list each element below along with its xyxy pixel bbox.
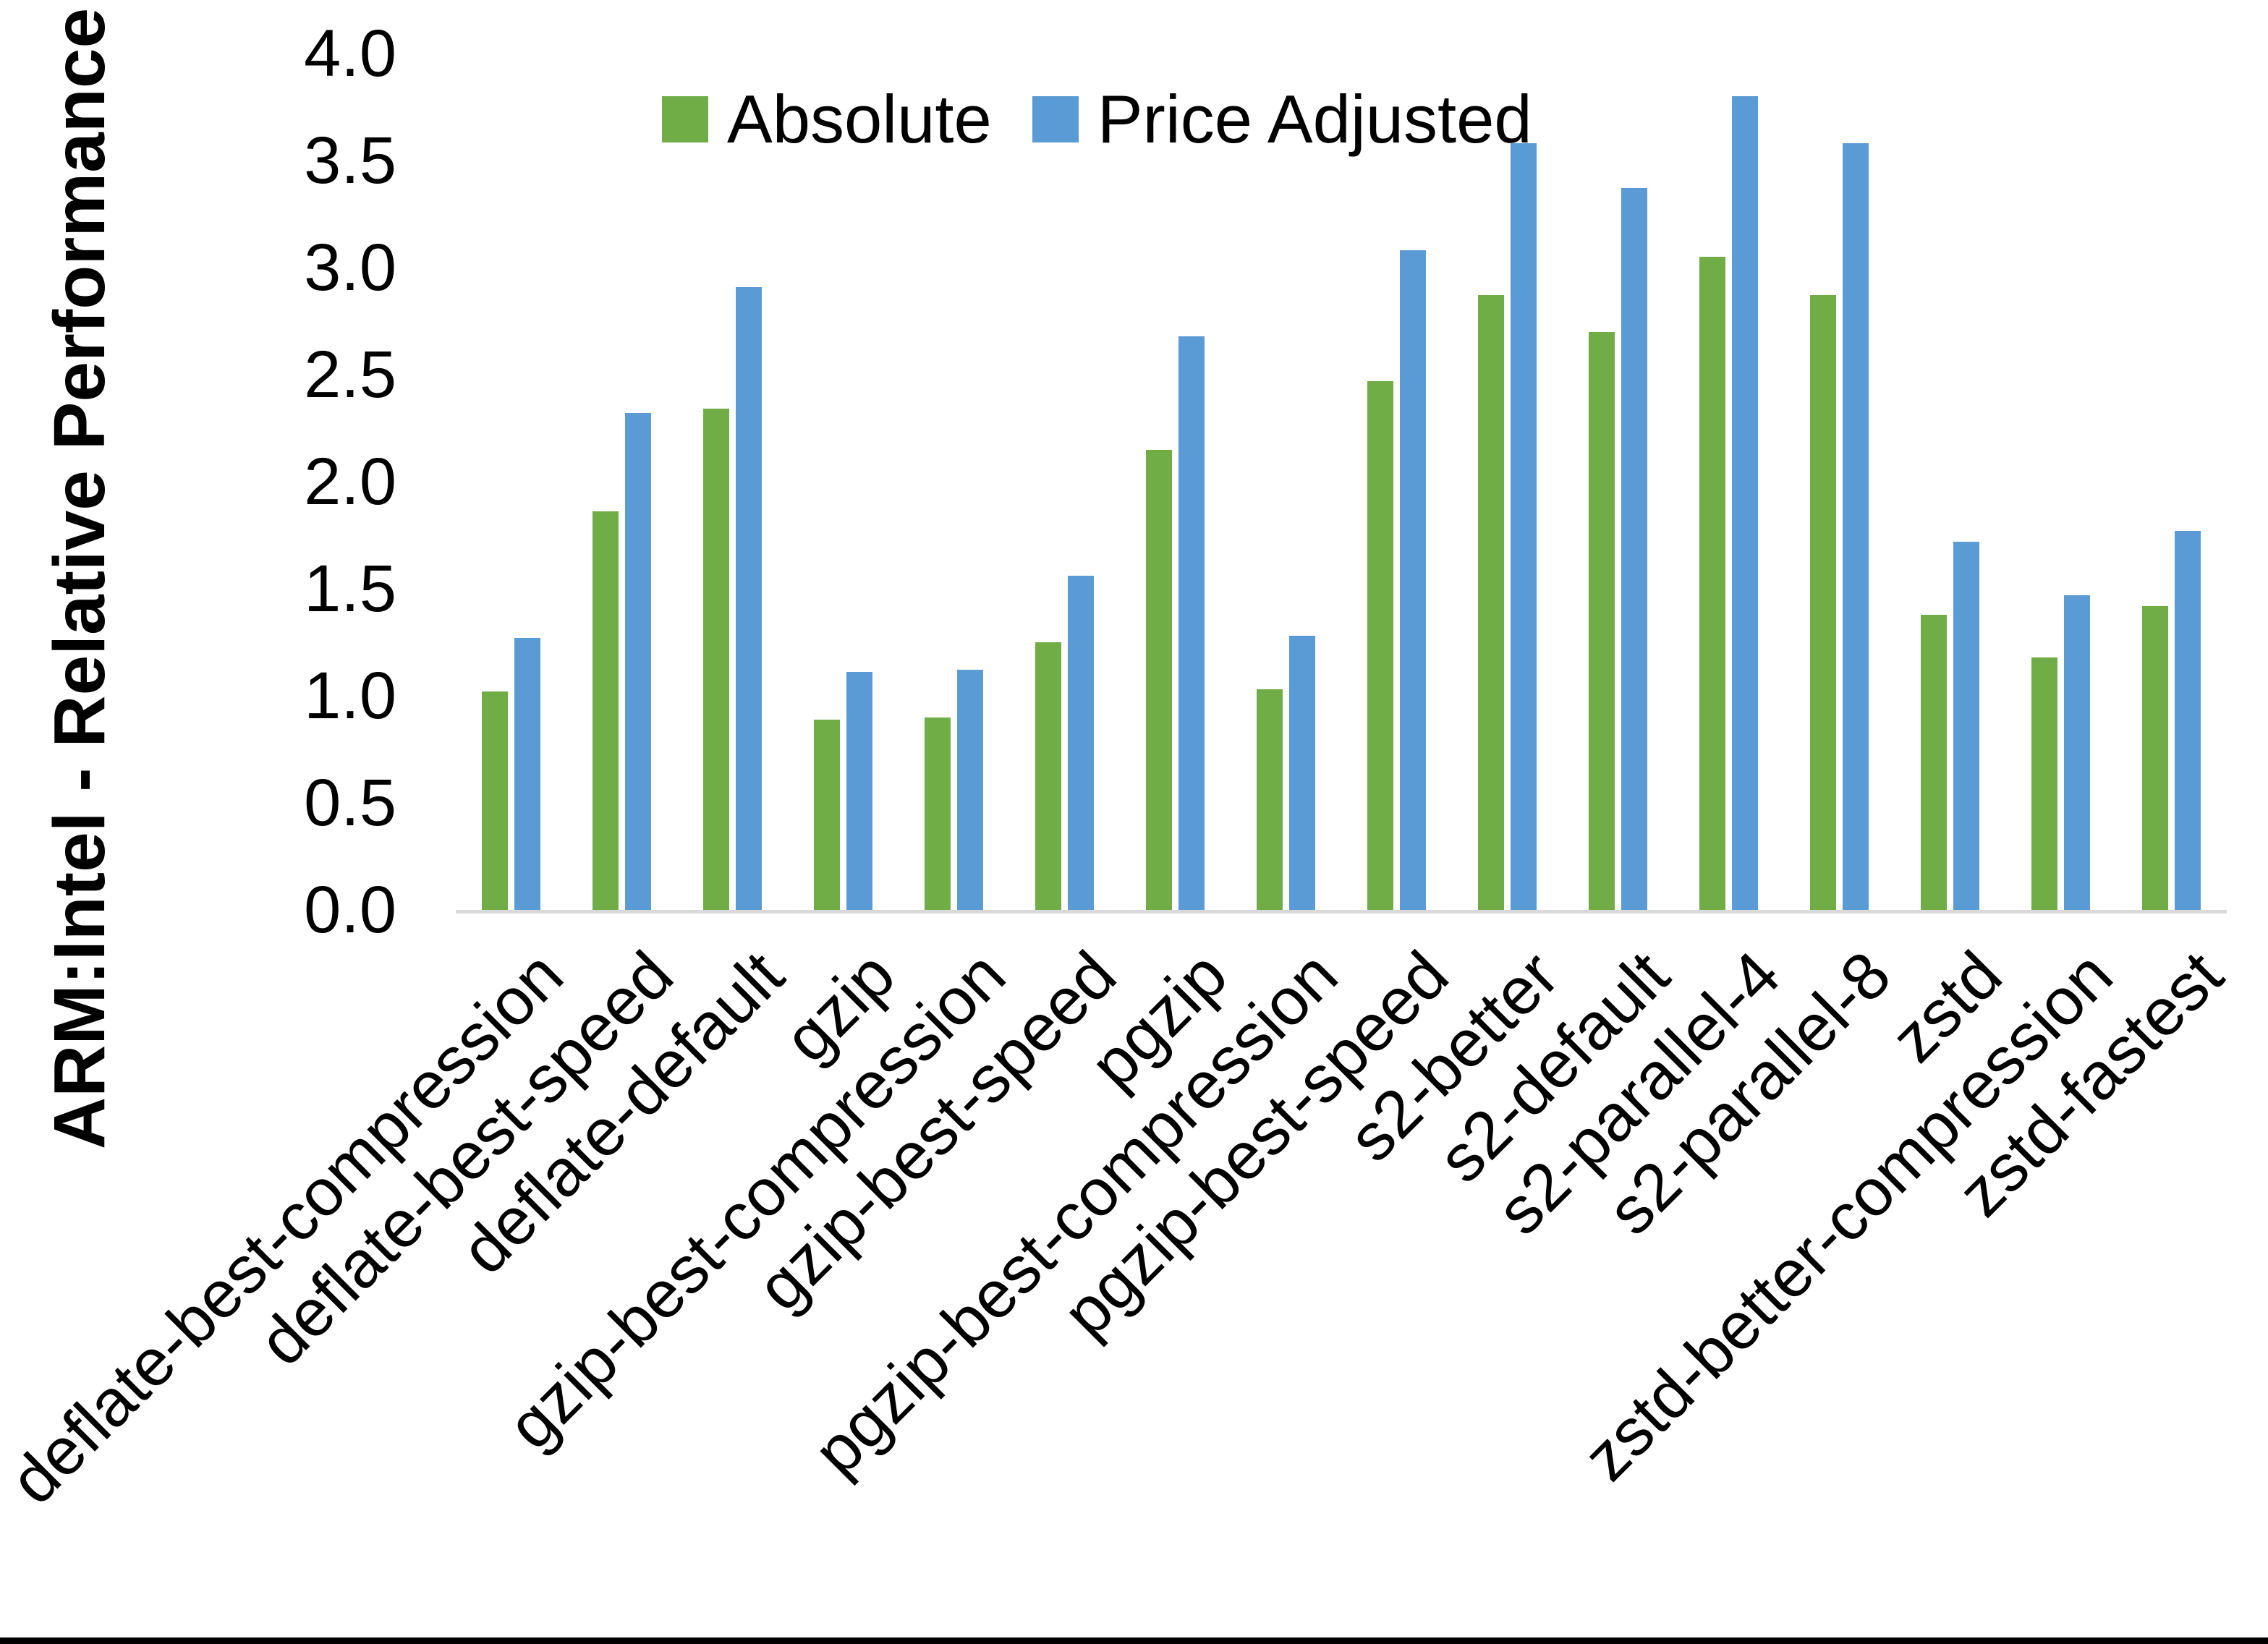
bar-absolute-zstd	[1921, 615, 1947, 910]
bar-price-adjusted-deflate-default	[736, 287, 762, 910]
legend-swatch-absolute	[662, 96, 708, 142]
bar-price-adjusted-s2-parallel-4	[1732, 96, 1758, 910]
bar-price-adjusted-pgzip	[1178, 336, 1205, 910]
y-tick-label-2.0: 2.0	[304, 445, 396, 519]
bar-price-adjusted-pgzip-best-compression	[1289, 636, 1315, 910]
legend-swatch-price-adjusted	[1032, 96, 1079, 142]
legend-item-absolute: Absolute	[662, 85, 992, 153]
y-axis-tick-labels: 0.0 0.5 1.0 1.5 2.0 2.5 3.0 3.5 4.0	[0, 0, 396, 1644]
bar-absolute-s2-default	[1589, 332, 1615, 910]
bar-absolute-deflate-best-speed	[593, 511, 619, 910]
y-tick-label-2.5: 2.5	[304, 338, 396, 412]
bar-absolute-zstd-fastest	[2142, 606, 2168, 910]
bar-absolute-gzip-best-compression	[925, 717, 951, 910]
y-tick-label-0.0: 0.0	[304, 873, 396, 947]
legend-label-absolute: Absolute	[727, 81, 992, 157]
bar-price-adjusted-gzip-best-speed	[1068, 576, 1094, 910]
y-tick-label-1.5: 1.5	[304, 552, 396, 626]
bar-price-adjusted-zstd-fastest	[2175, 531, 2201, 910]
bar-absolute-pgzip	[1146, 450, 1172, 910]
bar-price-adjusted-s2-parallel-8	[1843, 143, 1869, 910]
bar-absolute-pgzip-best-speed	[1367, 381, 1393, 910]
bar-price-adjusted-gzip-best-compression	[957, 670, 983, 910]
y-tick-label-4.0: 4.0	[304, 17, 396, 90]
legend-label-price-adjusted: Price Adjusted	[1097, 81, 1532, 157]
y-tick-label-1.0: 1.0	[304, 659, 396, 733]
bar-absolute-zstd-better-compression	[2031, 657, 2057, 910]
bar-absolute-gzip	[814, 720, 840, 910]
screenshot-bottom-border	[0, 1637, 2268, 1644]
plot-area	[456, 54, 2227, 913]
bar-absolute-deflate-best-compression	[482, 691, 508, 910]
bar-absolute-deflate-default	[703, 409, 729, 910]
bar-absolute-s2-parallel-4	[1699, 257, 1725, 910]
y-tick-label-0.5: 0.5	[304, 766, 396, 840]
bar-price-adjusted-deflate-best-speed	[625, 413, 651, 910]
bar-absolute-s2-parallel-8	[1810, 295, 1836, 910]
bar-price-adjusted-zstd-better-compression	[2064, 595, 2090, 910]
bar-price-adjusted-gzip	[846, 672, 872, 910]
legend-item-price-adjusted: Price Adjusted	[1032, 85, 1532, 153]
bar-price-adjusted-deflate-best-compression	[514, 638, 540, 910]
legend: Absolute Price Adjusted	[662, 85, 1532, 153]
y-tick-label-3.5: 3.5	[304, 124, 396, 197]
bar-price-adjusted-s2-better	[1511, 143, 1537, 910]
bar-price-adjusted-zstd	[1953, 542, 1979, 910]
y-tick-label-3.0: 3.0	[304, 231, 396, 304]
bar-absolute-s2-better	[1478, 295, 1504, 910]
bar-price-adjusted-s2-default	[1621, 188, 1647, 910]
bar-absolute-gzip-best-speed	[1035, 642, 1061, 910]
bar-price-adjusted-pgzip-best-speed	[1400, 250, 1426, 910]
bar-absolute-pgzip-best-compression	[1257, 689, 1283, 910]
